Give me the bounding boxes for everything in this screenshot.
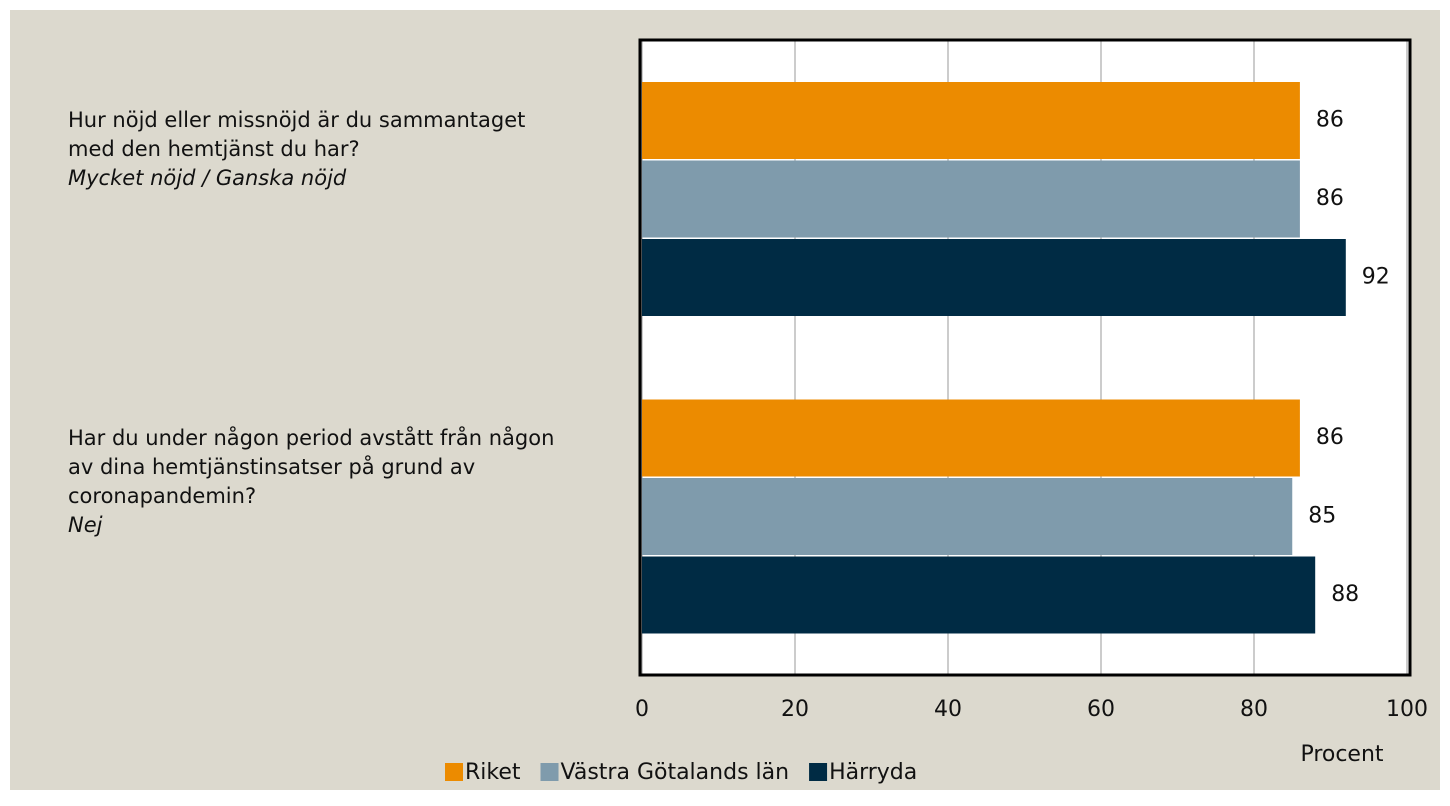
value-label: 86 (1316, 425, 1344, 450)
x-tick-label: 40 (934, 697, 962, 722)
value-label: 86 (1316, 186, 1344, 211)
x-tick-label: 80 (1240, 697, 1268, 722)
value-label: 92 (1362, 264, 1390, 289)
value-label: 86 (1316, 107, 1344, 132)
category-text: Har du under någon period avstått från n… (68, 425, 555, 508)
category-note: Mycket nöjd / Ganska nöjd (68, 166, 347, 190)
plot-border (638, 38, 1412, 677)
x-tick-label: 60 (1087, 697, 1115, 722)
category-text: Hur nöjd eller missnöjd är du sammantage… (68, 108, 526, 161)
value-label: 88 (1331, 582, 1359, 607)
bar (642, 556, 1316, 634)
category-note: Nej (68, 512, 103, 537)
bar (642, 239, 1346, 316)
legend-label: Riket (465, 760, 521, 785)
bar (642, 82, 1300, 159)
bar (642, 160, 1300, 238)
legend-swatch (809, 763, 828, 781)
category-label: Har du under någon period avstått från n… (68, 424, 568, 540)
bar (642, 399, 1300, 477)
x-axis-label: Procent (1300, 742, 1383, 767)
legend-swatch (540, 763, 559, 781)
legend-label: Härryda (829, 760, 917, 785)
legend-swatch (445, 763, 463, 781)
category-label: Hur nöjd eller missnöjd är du sammantage… (68, 106, 568, 193)
bar (642, 478, 1293, 555)
legend-label: Västra Götalands län (561, 760, 790, 785)
x-tick-label: 20 (781, 697, 809, 722)
x-tick-label: 0 (635, 697, 649, 722)
x-tick-label: 100 (1386, 697, 1428, 722)
value-label: 85 (1308, 503, 1336, 528)
